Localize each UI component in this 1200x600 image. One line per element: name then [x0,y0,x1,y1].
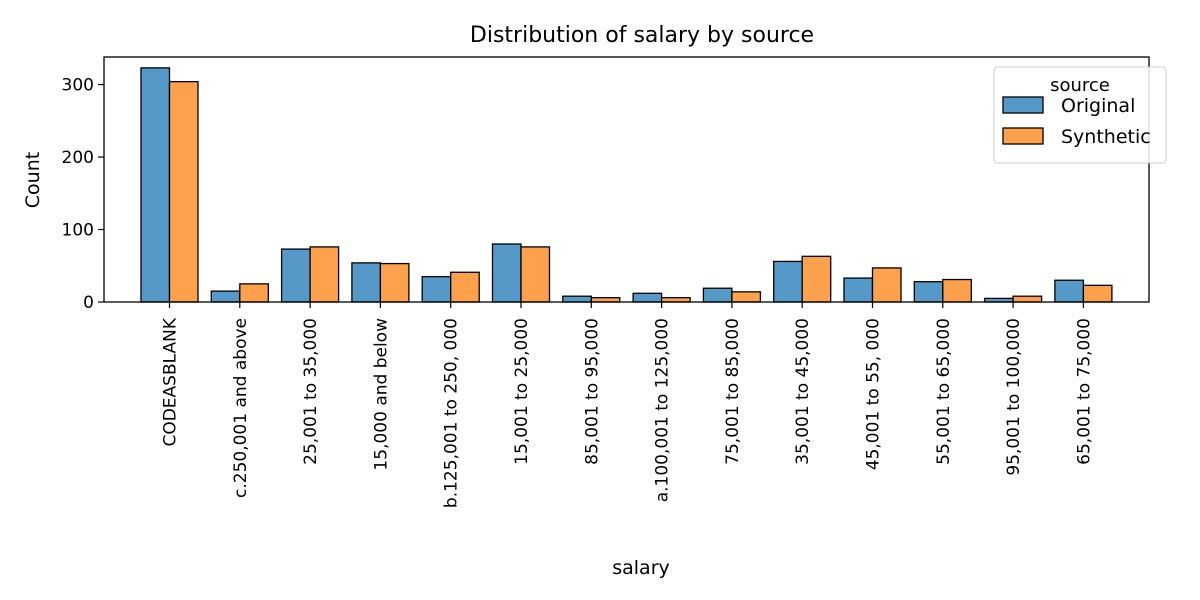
y-tick-label: 0 [83,293,94,313]
x-tick-label: 15,001 to 25,000 [512,318,532,465]
bar-original-8 [702,287,733,303]
x-tick-label: 75,001 to 85,000 [723,318,743,465]
x-tick-label: 55,001 to 65,000 [934,318,954,465]
legend-swatch-synthetic [1002,127,1044,145]
bar-synthetic-1 [239,283,269,303]
bar-original-10 [843,277,874,303]
x-tick-label: c.250,001 and above [231,318,251,498]
bar-original-11 [913,281,944,303]
bar-synthetic-10 [871,267,902,303]
legend-swatch-original [1002,96,1044,114]
bar-original-13 [1054,279,1085,303]
bar-synthetic-13 [1082,284,1113,303]
y-axis-label: Count [22,152,44,208]
x-tick-label: 85,001 to 95,000 [582,318,602,465]
bar-original-2 [280,248,311,303]
bar-synthetic-11 [942,278,972,303]
axes-frame [103,56,1150,303]
legend-title: source [1050,75,1110,96]
bar-original-6 [562,295,592,303]
x-tick-label: CODEASBLANK [161,317,181,446]
bar-original-7 [632,292,663,303]
bar-synthetic-3 [379,262,410,303]
bar-original-4 [421,275,452,303]
bar-original-0 [140,67,171,303]
plot-area: 0 100 200 300 CODEASBLANK c.250,001 and above… [62,56,1150,508]
y-tick-label: 100 [62,221,94,241]
legend-label-synthetic: Synthetic [1061,126,1151,148]
legend-label-original: Original [1061,95,1135,117]
bar-synthetic-8 [731,291,762,303]
y-tick-label: 200 [62,148,94,168]
x-axis-label: salary [612,557,670,579]
x-tick-label: 65,001 to 75,000 [1074,318,1094,465]
x-tick-label: b.125,001 to 250, 000 [442,318,462,508]
bar-synthetic-2 [309,246,340,303]
bar-original-3 [351,262,382,303]
x-tick-label: 95,001 to 100,000 [1004,318,1024,476]
bar-synthetic-5 [520,246,551,303]
bar-synthetic-9 [801,255,832,303]
x-tick-label: 45,001 to 55, 000 [864,318,884,470]
bar-original-9 [773,260,803,303]
x-tick-label: a.100,001 to 125,000 [653,318,673,502]
bar-synthetic-6 [590,296,621,303]
bar-synthetic-12 [1012,295,1043,303]
legend: source Original Synthetic [993,66,1167,164]
bar-synthetic-7 [660,296,691,303]
x-tick-label: 25,001 to 35,000 [301,318,321,465]
x-tick-label: 15,000 and below [371,318,391,471]
y-tick-label: 300 [62,76,94,96]
bar-original-5 [491,243,522,303]
x-tick-label: 35,001 to 45,000 [793,318,813,465]
bar-synthetic-0 [168,80,199,303]
bar-synthetic-4 [450,271,480,303]
bar-original-1 [210,290,241,303]
chart-title: Distribution of salary by source [470,23,814,48]
